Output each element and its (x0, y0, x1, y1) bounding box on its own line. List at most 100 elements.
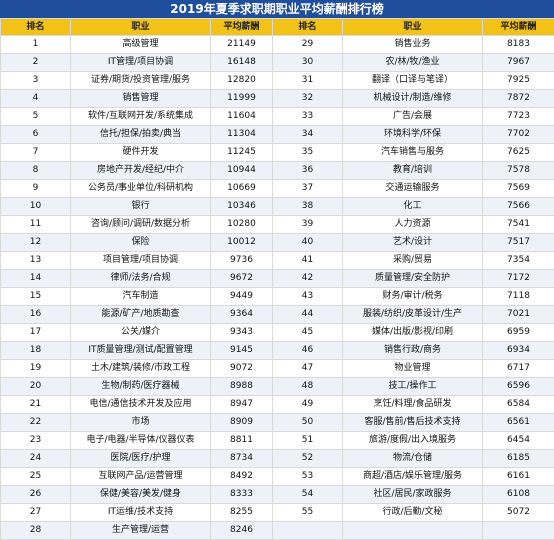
cell-salary-right: 7172 (483, 270, 554, 288)
cell-salary-left: 16148 (211, 54, 273, 72)
cell-salary-left: 11999 (211, 90, 273, 108)
cell-rank-left: 3 (1, 72, 71, 90)
cell-salary-left: 8947 (211, 396, 273, 414)
cell-job-left: 能源/矿产/地质勘查 (71, 306, 211, 324)
cell-job-right: 翻译（口译与笔译） (343, 72, 483, 90)
cell-salary-right: 7517 (483, 234, 554, 252)
cell-rank-left: 25 (1, 468, 71, 486)
cell-job-right: 技工/操作工 (343, 378, 483, 396)
cell-salary-right: 7723 (483, 108, 554, 126)
cell-salary-right: 7925 (483, 72, 554, 90)
cell-salary-left: 21149 (211, 36, 273, 54)
cell-rank-left: 26 (1, 486, 71, 504)
cell-rank-left: 22 (1, 414, 71, 432)
cell-salary-left: 10280 (211, 216, 273, 234)
cell-job-left: 高级管理 (71, 36, 211, 54)
cell-rank-right: 45 (273, 324, 343, 342)
cell-rank-right: 37 (273, 180, 343, 198)
table-title: 2019年夏季求职期职业平均薪酬排行榜 (0, 0, 554, 18)
cell-job-right: 农/林/牧/渔业 (343, 54, 483, 72)
cell-salary-right: 7541 (483, 216, 554, 234)
cell-job-left: 咨询/顾问/调研/数据分析 (71, 216, 211, 234)
cell-job-left: 销售管理 (71, 90, 211, 108)
cell-rank-right: 38 (273, 198, 343, 216)
cell-salary-right: 6108 (483, 486, 554, 504)
cell-job-right: 艺术/设计 (343, 234, 483, 252)
cell-salary-right: 6561 (483, 414, 554, 432)
cell-job-left: 律师/法务/合规 (71, 270, 211, 288)
header-row: 排名 职业 平均薪酬 排名 职业 平均薪酬 (1, 19, 554, 36)
cell-rank-right: 46 (273, 342, 343, 360)
cell-job-left: 电子/电器/半导体/仪器仪表 (71, 432, 211, 450)
cell-job-right: 客服/售前/售后技术支持 (343, 414, 483, 432)
cell-job-right: 采购/贸易 (343, 252, 483, 270)
cell-salary-left: 8492 (211, 468, 273, 486)
cell-salary-right: 7872 (483, 90, 554, 108)
cell-salary-left: 10346 (211, 198, 273, 216)
cell-job-right: 教育/培训 (343, 162, 483, 180)
cell-salary-right: 7354 (483, 252, 554, 270)
cell-salary-left: 9364 (211, 306, 273, 324)
cell-rank-left: 18 (1, 342, 71, 360)
cell-job-right: 机械设计/制造/维修 (343, 90, 483, 108)
cell-job-right: 交通运输服务 (343, 180, 483, 198)
cell-rank-left: 15 (1, 288, 71, 306)
cell-rank-left: 13 (1, 252, 71, 270)
cell-salary-left: 8333 (211, 486, 273, 504)
cell-rank-right: 53 (273, 468, 343, 486)
cell-rank-right: 31 (273, 72, 343, 90)
cell-job-right (343, 522, 483, 540)
cell-rank-right: 36 (273, 162, 343, 180)
cell-rank-left: 20 (1, 378, 71, 396)
cell-job-right: 媒体/出版/影视/印刷 (343, 324, 483, 342)
cell-job-left: 银行 (71, 198, 211, 216)
cell-rank-left: 5 (1, 108, 71, 126)
cell-rank-left: 28 (1, 522, 71, 540)
cell-job-left: 证券/期货/投资管理/服务 (71, 72, 211, 90)
cell-rank-right: 51 (273, 432, 343, 450)
cell-salary-right: 6596 (483, 378, 554, 396)
cell-salary-left: 9672 (211, 270, 273, 288)
cell-job-right: 物业管理 (343, 360, 483, 378)
cell-job-right: 财务/审计/税务 (343, 288, 483, 306)
cell-salary-right: 7625 (483, 144, 554, 162)
header-rank-right: 排名 (273, 19, 343, 36)
cell-rank-right: 35 (273, 144, 343, 162)
cell-job-left: 保险 (71, 234, 211, 252)
cell-rank-left: 21 (1, 396, 71, 414)
cell-job-right: 销售业务 (343, 36, 483, 54)
cell-rank-left: 10 (1, 198, 71, 216)
cell-salary-right: 8183 (483, 36, 554, 54)
cell-salary-left: 8988 (211, 378, 273, 396)
cell-salary-left: 8811 (211, 432, 273, 450)
cell-rank-right: 52 (273, 450, 343, 468)
header-salary-left: 平均薪酬 (211, 19, 273, 36)
cell-job-right: 汽车销售与服务 (343, 144, 483, 162)
cell-rank-right: 48 (273, 378, 343, 396)
cell-rank-left: 23 (1, 432, 71, 450)
cell-salary-right: 7967 (483, 54, 554, 72)
cell-job-right: 旅游/度假/出入境服务 (343, 432, 483, 450)
cell-rank-right: 42 (273, 270, 343, 288)
cell-job-left: 公务员/事业单位/科研机构 (71, 180, 211, 198)
cell-rank-left: 2 (1, 54, 71, 72)
cell-salary-left: 11604 (211, 108, 273, 126)
cell-rank-right: 32 (273, 90, 343, 108)
